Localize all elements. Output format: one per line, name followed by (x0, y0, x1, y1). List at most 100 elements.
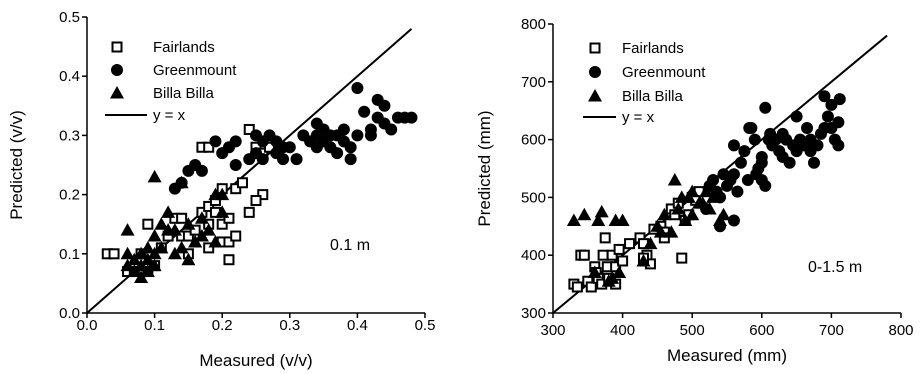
data-point (707, 174, 720, 187)
data-point (610, 261, 622, 273)
data-point (161, 205, 176, 218)
data-point (223, 236, 235, 248)
data-point (643, 236, 658, 250)
series-billa-billa (120, 169, 230, 283)
y-tick-label: 0.0 (59, 305, 80, 322)
data-point (215, 205, 230, 218)
data-point (833, 93, 846, 106)
data-point (594, 204, 609, 218)
legend-marker-fairlands (589, 42, 601, 54)
legend-label: y = x (622, 109, 655, 126)
data-point (731, 185, 744, 198)
data-point (811, 139, 824, 152)
legend-marker-fairlands (111, 41, 123, 53)
y-tick-label: 500 (521, 189, 546, 206)
data-point (612, 265, 627, 279)
data-point (808, 156, 820, 169)
series-greenmount (168, 82, 418, 195)
data-point (154, 240, 169, 254)
data-point (208, 234, 223, 248)
data-point (636, 253, 651, 267)
data-point (147, 169, 162, 183)
data-point (678, 213, 693, 227)
data-point (605, 271, 620, 284)
data-point (167, 223, 182, 236)
data-point (727, 214, 740, 227)
legend-label: y = x (153, 107, 186, 124)
data-point (734, 156, 747, 169)
data-point (801, 122, 814, 135)
y-tick-label: 0.4 (59, 68, 80, 85)
data-point (344, 141, 357, 154)
data-point (174, 175, 189, 189)
legend-label: Fairlands (622, 40, 684, 57)
data-point (599, 232, 611, 244)
data-point (256, 153, 269, 166)
data-point (613, 243, 625, 255)
data-point (229, 159, 242, 171)
legend-marker-greenmount (111, 64, 123, 76)
data-point (147, 258, 162, 272)
x-tick-label: 700 (819, 322, 844, 339)
y-tick-label: 600 (521, 132, 546, 149)
data-point (818, 90, 831, 103)
y-tick-label: 0.3 (59, 127, 80, 144)
x-axis-label: Measured (v/v) (199, 351, 312, 370)
data-point (624, 238, 636, 250)
data-point (685, 184, 700, 198)
data-point (821, 110, 834, 123)
data-point (832, 139, 845, 152)
data-point (385, 123, 398, 136)
data-point (578, 249, 590, 261)
y-axis-label: Predicted (v/v) (7, 110, 26, 220)
data-point (364, 129, 377, 142)
data-point (331, 147, 344, 160)
data-point (606, 249, 618, 261)
x-tick-label: 800 (888, 322, 913, 339)
data-point (825, 98, 838, 111)
data-point (201, 223, 216, 236)
data-point (699, 184, 714, 198)
data-point (702, 201, 717, 215)
data-point (358, 105, 371, 118)
data-point (790, 110, 803, 123)
legend-label: Fairlands (153, 39, 215, 56)
x-tick-label: 0.2 (212, 317, 233, 334)
data-point (120, 246, 135, 260)
legend-label: Billa Billa (153, 85, 215, 102)
data-point (223, 212, 235, 224)
data-point (194, 211, 209, 224)
x-tick-label: 300 (540, 322, 565, 339)
data-point (755, 156, 768, 169)
data-point (189, 224, 201, 236)
data-point (230, 183, 242, 195)
data-point (154, 217, 169, 230)
data-point (243, 123, 255, 135)
data-point (223, 254, 235, 266)
y-tick-label: 400 (521, 247, 546, 264)
data-point (140, 240, 155, 254)
data-point (243, 206, 255, 218)
data-point (667, 173, 682, 186)
data-point (250, 195, 262, 207)
data-point (236, 177, 248, 189)
data-point (664, 225, 679, 238)
data-point (597, 249, 609, 261)
y-axis-label: Predicted (mm) (475, 110, 494, 226)
y-tick-label: 700 (521, 74, 546, 91)
data-point (181, 217, 196, 230)
data-point (290, 153, 303, 166)
data-point (657, 207, 672, 221)
data-point (230, 230, 242, 242)
data-point (209, 135, 222, 148)
data-point (277, 153, 290, 166)
data-point (203, 242, 215, 254)
data-point (257, 189, 269, 201)
data-point (676, 252, 688, 264)
data-point (577, 207, 592, 221)
data-point (571, 281, 583, 293)
data-point (277, 141, 290, 154)
data-point (587, 265, 602, 279)
y-tick-label: 0.2 (59, 187, 80, 204)
